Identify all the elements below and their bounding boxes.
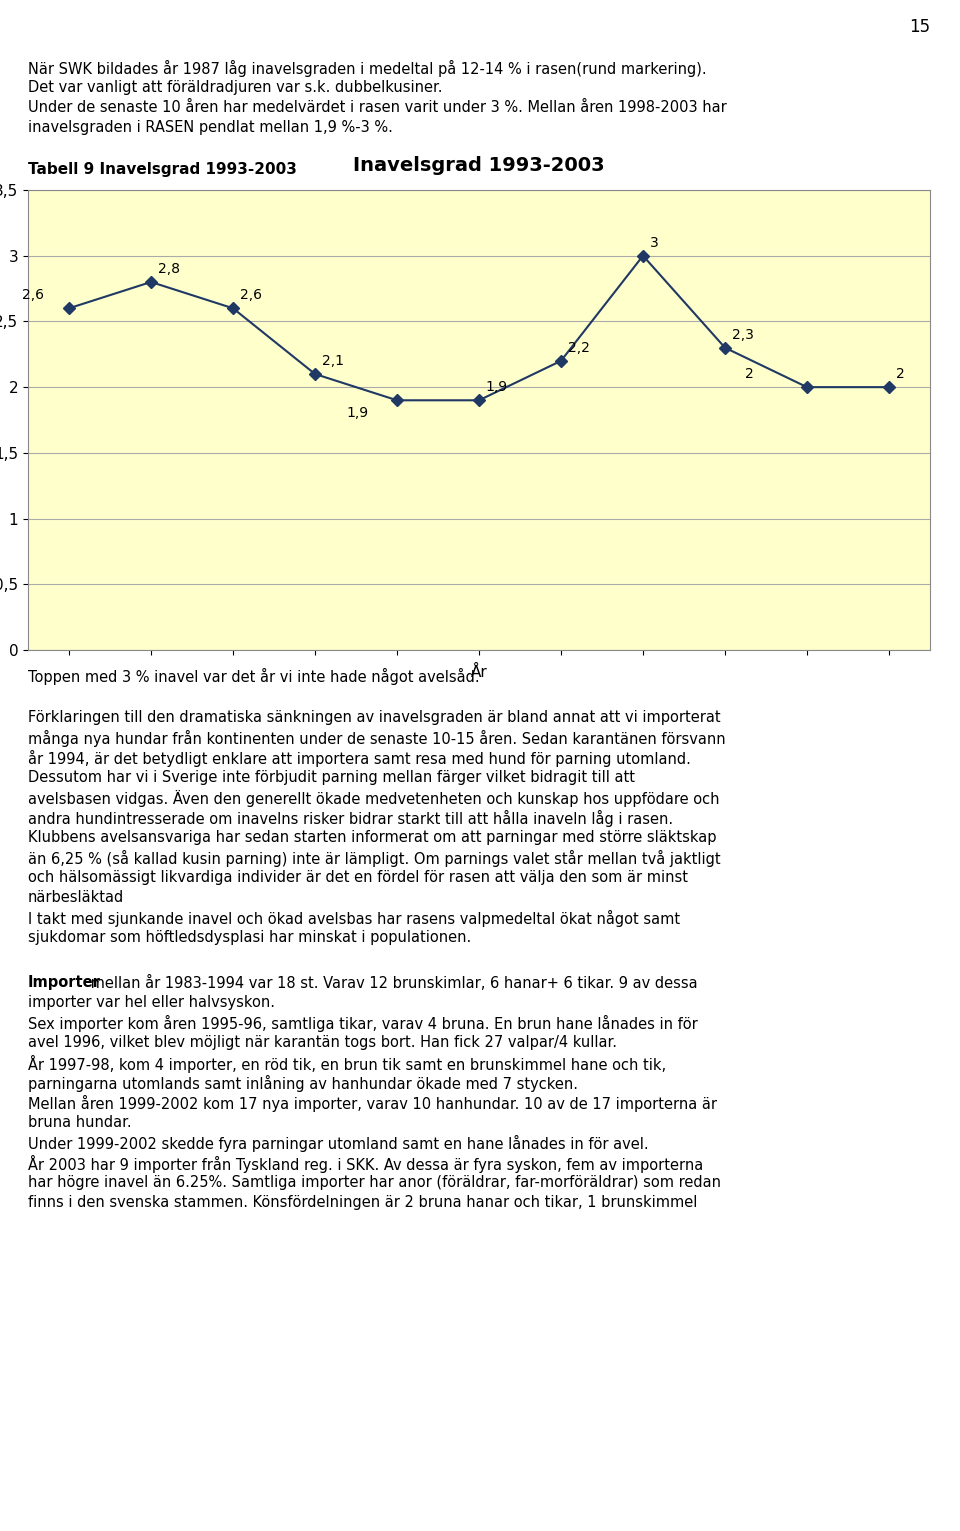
Text: år 1994, är det betydligt enklare att importera samt resa med hund för parning u: år 1994, är det betydligt enklare att im… bbox=[28, 750, 691, 767]
Text: År 1997-98, kom 4 importer, en röd tik, en brun tik samt en brunskimmel hane och: År 1997-98, kom 4 importer, en röd tik, … bbox=[28, 1055, 666, 1073]
Title: Inavelsgrad 1993-2003: Inavelsgrad 1993-2003 bbox=[353, 156, 605, 175]
Text: Toppen med 3 % inavel var det år vi inte hade något avelsåd.: Toppen med 3 % inavel var det år vi inte… bbox=[28, 668, 480, 684]
Text: 2,6: 2,6 bbox=[22, 288, 44, 302]
Text: Under de senaste 10 åren har medelvärdet i rasen varit under 3 %. Mellan åren 19: Under de senaste 10 åren har medelvärdet… bbox=[28, 100, 727, 115]
Text: 1,9: 1,9 bbox=[347, 406, 369, 421]
Text: 2,6: 2,6 bbox=[240, 288, 261, 302]
Text: sjukdomar som höftledsdysplasi har minskat i populationen.: sjukdomar som höftledsdysplasi har minsk… bbox=[28, 929, 471, 945]
Text: Sex importer kom åren 1995-96, samtliga tikar, varav 4 bruna. En brun hane lånad: Sex importer kom åren 1995-96, samtliga … bbox=[28, 1015, 698, 1032]
Text: 3: 3 bbox=[650, 236, 659, 250]
Text: Klubbens avelsansvariga har sedan starten informerat om att parningar med större: Klubbens avelsansvariga har sedan starte… bbox=[28, 830, 716, 845]
Text: 2: 2 bbox=[745, 367, 754, 381]
Text: Förklaringen till den dramatiska sänkningen av inavelsgraden är bland annat att : Förklaringen till den dramatiska sänknin… bbox=[28, 710, 721, 726]
Text: många nya hundar från kontinenten under de senaste 10-15 åren. Sedan karantänen : många nya hundar från kontinenten under … bbox=[28, 730, 726, 747]
Text: finns i den svenska stammen. Könsfördelningen är 2 bruna hanar och tikar, 1 brun: finns i den svenska stammen. Könsfördeln… bbox=[28, 1196, 697, 1209]
Text: 2,1: 2,1 bbox=[322, 354, 344, 367]
Text: 2: 2 bbox=[896, 367, 904, 381]
Text: 1,9: 1,9 bbox=[486, 380, 508, 393]
Text: Under 1999-2002 skedde fyra parningar utomland samt en hane lånades in för avel.: Under 1999-2002 skedde fyra parningar ut… bbox=[28, 1134, 649, 1151]
Text: och hälsomässigt likvardiga individer är det en fördel för rasen att välja den s: och hälsomässigt likvardiga individer är… bbox=[28, 870, 688, 885]
Text: Importer: Importer bbox=[28, 975, 101, 991]
Text: andra hundintresserade om inavelns risker bidrar starkt till att hålla inaveln l: andra hundintresserade om inavelns riske… bbox=[28, 810, 673, 827]
Text: Tabell 9 Inavelsgrad 1993-2003: Tabell 9 Inavelsgrad 1993-2003 bbox=[28, 162, 297, 178]
Text: Det var vanligt att föräldradjuren var s.k. dubbelkusiner.: Det var vanligt att föräldradjuren var s… bbox=[28, 80, 443, 95]
Text: I takt med sjunkande inavel och ökad avelsbas har rasens valpmedeltal ökat något: I takt med sjunkande inavel och ökad ave… bbox=[28, 909, 680, 926]
Text: inavelsgraden i RASEN pendlat mellan 1,9 %-3 %.: inavelsgraden i RASEN pendlat mellan 1,9… bbox=[28, 119, 393, 135]
Text: 2,3: 2,3 bbox=[732, 328, 754, 341]
Text: Mellan åren 1999-2002 kom 17 nya importer, varav 10 hanhundar. 10 av de 17 impor: Mellan åren 1999-2002 kom 17 nya importe… bbox=[28, 1095, 717, 1112]
Text: 15: 15 bbox=[909, 18, 930, 37]
Text: än 6,25 % (så kallad kusin parning) inte är lämpligt. Om parnings valet står mel: än 6,25 % (så kallad kusin parning) inte… bbox=[28, 850, 721, 867]
Text: År 2003 har 9 importer från Tyskland reg. i SKK. Av dessa är fyra syskon, fem av: År 2003 har 9 importer från Tyskland reg… bbox=[28, 1154, 704, 1173]
Text: parningarna utomlands samt inlåning av hanhundar ökade med 7 stycken.: parningarna utomlands samt inlåning av h… bbox=[28, 1075, 578, 1092]
Text: 2,8: 2,8 bbox=[157, 262, 180, 276]
Text: När SWK bildades år 1987 låg inavelsgraden i medeltal på 12-14 % i rasen(rund ma: När SWK bildades år 1987 låg inavelsgrad… bbox=[28, 60, 707, 77]
Text: mellan år 1983-1994 var 18 st. Varav 12 brunskimlar, 6 hanar+ 6 tikar. 9 av dess: mellan år 1983-1994 var 18 st. Varav 12 … bbox=[86, 975, 698, 991]
Text: har högre inavel än 6.25%. Samtliga importer har anor (föräldrar, far-morföräldr: har högre inavel än 6.25%. Samtliga impo… bbox=[28, 1174, 721, 1190]
X-axis label: År: År bbox=[470, 666, 488, 680]
Text: närbesläktad: närbesläktad bbox=[28, 890, 124, 905]
Text: bruna hundar.: bruna hundar. bbox=[28, 1115, 132, 1130]
Text: Dessutom har vi i Sverige inte förbjudit parning mellan färger vilket bidragit t: Dessutom har vi i Sverige inte förbjudit… bbox=[28, 770, 635, 785]
Text: 2,2: 2,2 bbox=[567, 341, 589, 355]
Text: avelsbasen vidgas. Även den generellt ökade medvetenheten och kunskap hos uppföd: avelsbasen vidgas. Även den generellt ök… bbox=[28, 790, 719, 807]
Text: avel 1996, vilket blev möjligt när karantän togs bort. Han fick 27 valpar/4 kull: avel 1996, vilket blev möjligt när karan… bbox=[28, 1035, 617, 1050]
Text: importer var hel eller halvsyskon.: importer var hel eller halvsyskon. bbox=[28, 995, 275, 1010]
